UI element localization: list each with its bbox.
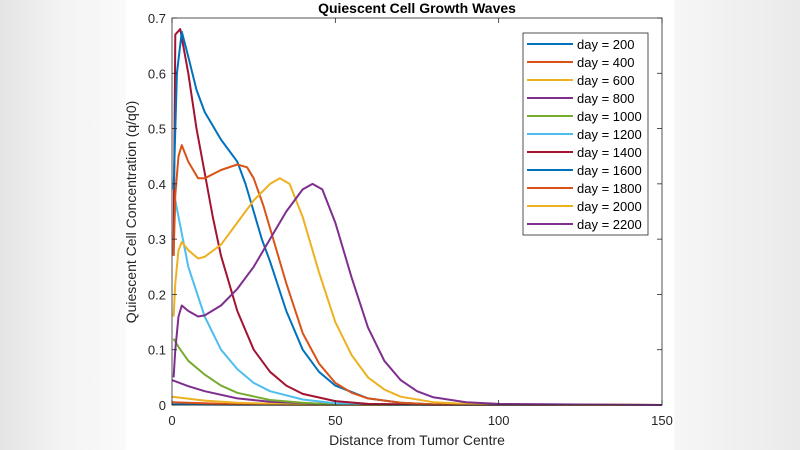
- chart-title: Quiescent Cell Growth Waves: [318, 0, 516, 16]
- series-lines: [171, 28, 663, 406]
- y-tick-label: 0.6: [148, 66, 166, 81]
- y-tick-label: 0.4: [148, 177, 166, 192]
- axes-box: [171, 17, 663, 406]
- legend-label: day = 2200: [577, 217, 642, 232]
- legend-label: day = 600: [577, 73, 634, 88]
- legend-label: day = 2000: [577, 199, 642, 214]
- legend-label: day = 1600: [577, 163, 642, 178]
- legend-label: day = 1000: [577, 109, 642, 124]
- y-axis-label: Quiescent Cell Concentration (q/q0): [123, 101, 139, 324]
- x-tick-label: 100: [488, 413, 510, 428]
- series-line-day-2000: [172, 177, 663, 406]
- legend-label: day = 1200: [577, 127, 642, 142]
- series-line-day-2200: [172, 182, 663, 406]
- legend-label: day = 1800: [577, 181, 642, 196]
- x-tick-label: 0: [168, 413, 175, 428]
- y-tick-label: 0.5: [148, 122, 166, 137]
- x-axis-label: Distance from Tumor Centre: [329, 432, 505, 448]
- y-tick-label: 0.3: [148, 232, 166, 247]
- x-tick-label: 50: [328, 413, 342, 428]
- y-tick-label: 0.7: [148, 11, 166, 26]
- series-line-day-1400: [172, 28, 663, 406]
- axis-ticks: 0 50 100 150 0 0.1 0.2 0.3 0.4 0.5 0.6 0.7: [148, 11, 673, 428]
- series-line-day-1800: [172, 144, 663, 406]
- y-tick-label: 0.2: [148, 287, 166, 302]
- y-tick-label: 0.1: [148, 343, 166, 358]
- x-tick-label: 150: [651, 413, 673, 428]
- legend-label: day = 800: [577, 91, 634, 106]
- legend: day = 200 day = 400 day = 600 day = 800 day …: [522, 32, 649, 236]
- legend-label: day = 200: [577, 37, 634, 52]
- y-tick-label: 0: [159, 398, 166, 413]
- legend-label: day = 1400: [577, 145, 642, 160]
- legend-label: day = 400: [577, 55, 634, 70]
